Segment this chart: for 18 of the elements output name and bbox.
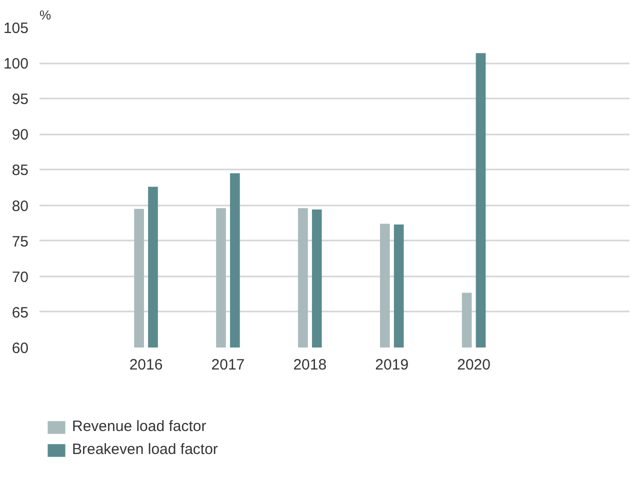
y-tick-label: 105 xyxy=(3,20,29,37)
legend-label: Breakeven load factor xyxy=(72,441,218,458)
legend-label: Revenue load factor xyxy=(72,418,206,435)
x-tick-label: 2020 xyxy=(457,356,490,374)
x-tick-label: 2016 xyxy=(129,356,163,374)
y-tick-label: 75 xyxy=(12,233,29,250)
x-tick-label: 2017 xyxy=(211,356,245,374)
y-tick-label: 95 xyxy=(12,91,29,108)
y-axis-title: % xyxy=(40,8,52,22)
y-tick-label: 70 xyxy=(12,268,29,286)
y-tick-label: 65 xyxy=(12,304,29,322)
y-tick-label: 100 xyxy=(3,56,29,73)
y-tick-label: 80 xyxy=(12,198,29,215)
y-tick-label: 85 xyxy=(12,162,29,180)
x-tick-label: 2018 xyxy=(293,356,327,374)
y-tick-label: 60 xyxy=(12,340,29,357)
y-tick-label: 90 xyxy=(12,126,29,144)
x-tick-label: 2019 xyxy=(375,356,409,374)
